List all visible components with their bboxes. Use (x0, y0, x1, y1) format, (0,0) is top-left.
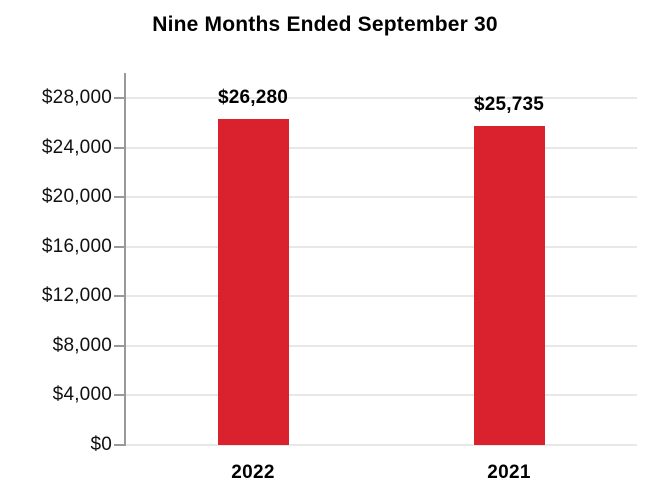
bar-2022 (217, 119, 289, 445)
y-gridline (125, 196, 637, 199)
x-axis-label: 2022 (231, 462, 275, 483)
y-tick-label: $28,000 (41, 87, 112, 108)
y-tick-mark (114, 295, 125, 298)
y-tick-label: $0 (90, 434, 112, 455)
y-gridline (125, 444, 637, 446)
y-tick-label: $4,000 (52, 384, 112, 406)
y-tick-label: $8,000 (52, 334, 112, 356)
y-tick-mark (114, 97, 125, 99)
y-gridline (125, 97, 637, 99)
y-gridline (125, 344, 637, 347)
y-tick-label: $12,000 (41, 285, 112, 307)
y-gridline (125, 295, 637, 298)
bar-value-label: $26,280 (217, 87, 289, 109)
chart-title: Nine Months Ended September 30 (152, 13, 498, 36)
y-tick-mark (114, 394, 125, 397)
y-tick-mark (114, 344, 125, 347)
y-tick-mark (114, 196, 125, 199)
y-tick-mark (114, 146, 125, 149)
y-tick-mark (114, 444, 125, 446)
y-axis-line (124, 73, 126, 446)
y-tick-label: $24,000 (41, 136, 112, 158)
y-gridline (125, 394, 637, 397)
y-gridline (125, 245, 637, 248)
y-tick-mark (114, 245, 125, 248)
bar-2021 (473, 126, 545, 445)
y-tick-label: $20,000 (41, 186, 112, 208)
y-gridline (125, 146, 637, 149)
y-tick-label: $16,000 (41, 235, 112, 257)
bar-value-label: $25,735 (473, 94, 545, 116)
x-axis-label: 2021 (487, 462, 531, 483)
